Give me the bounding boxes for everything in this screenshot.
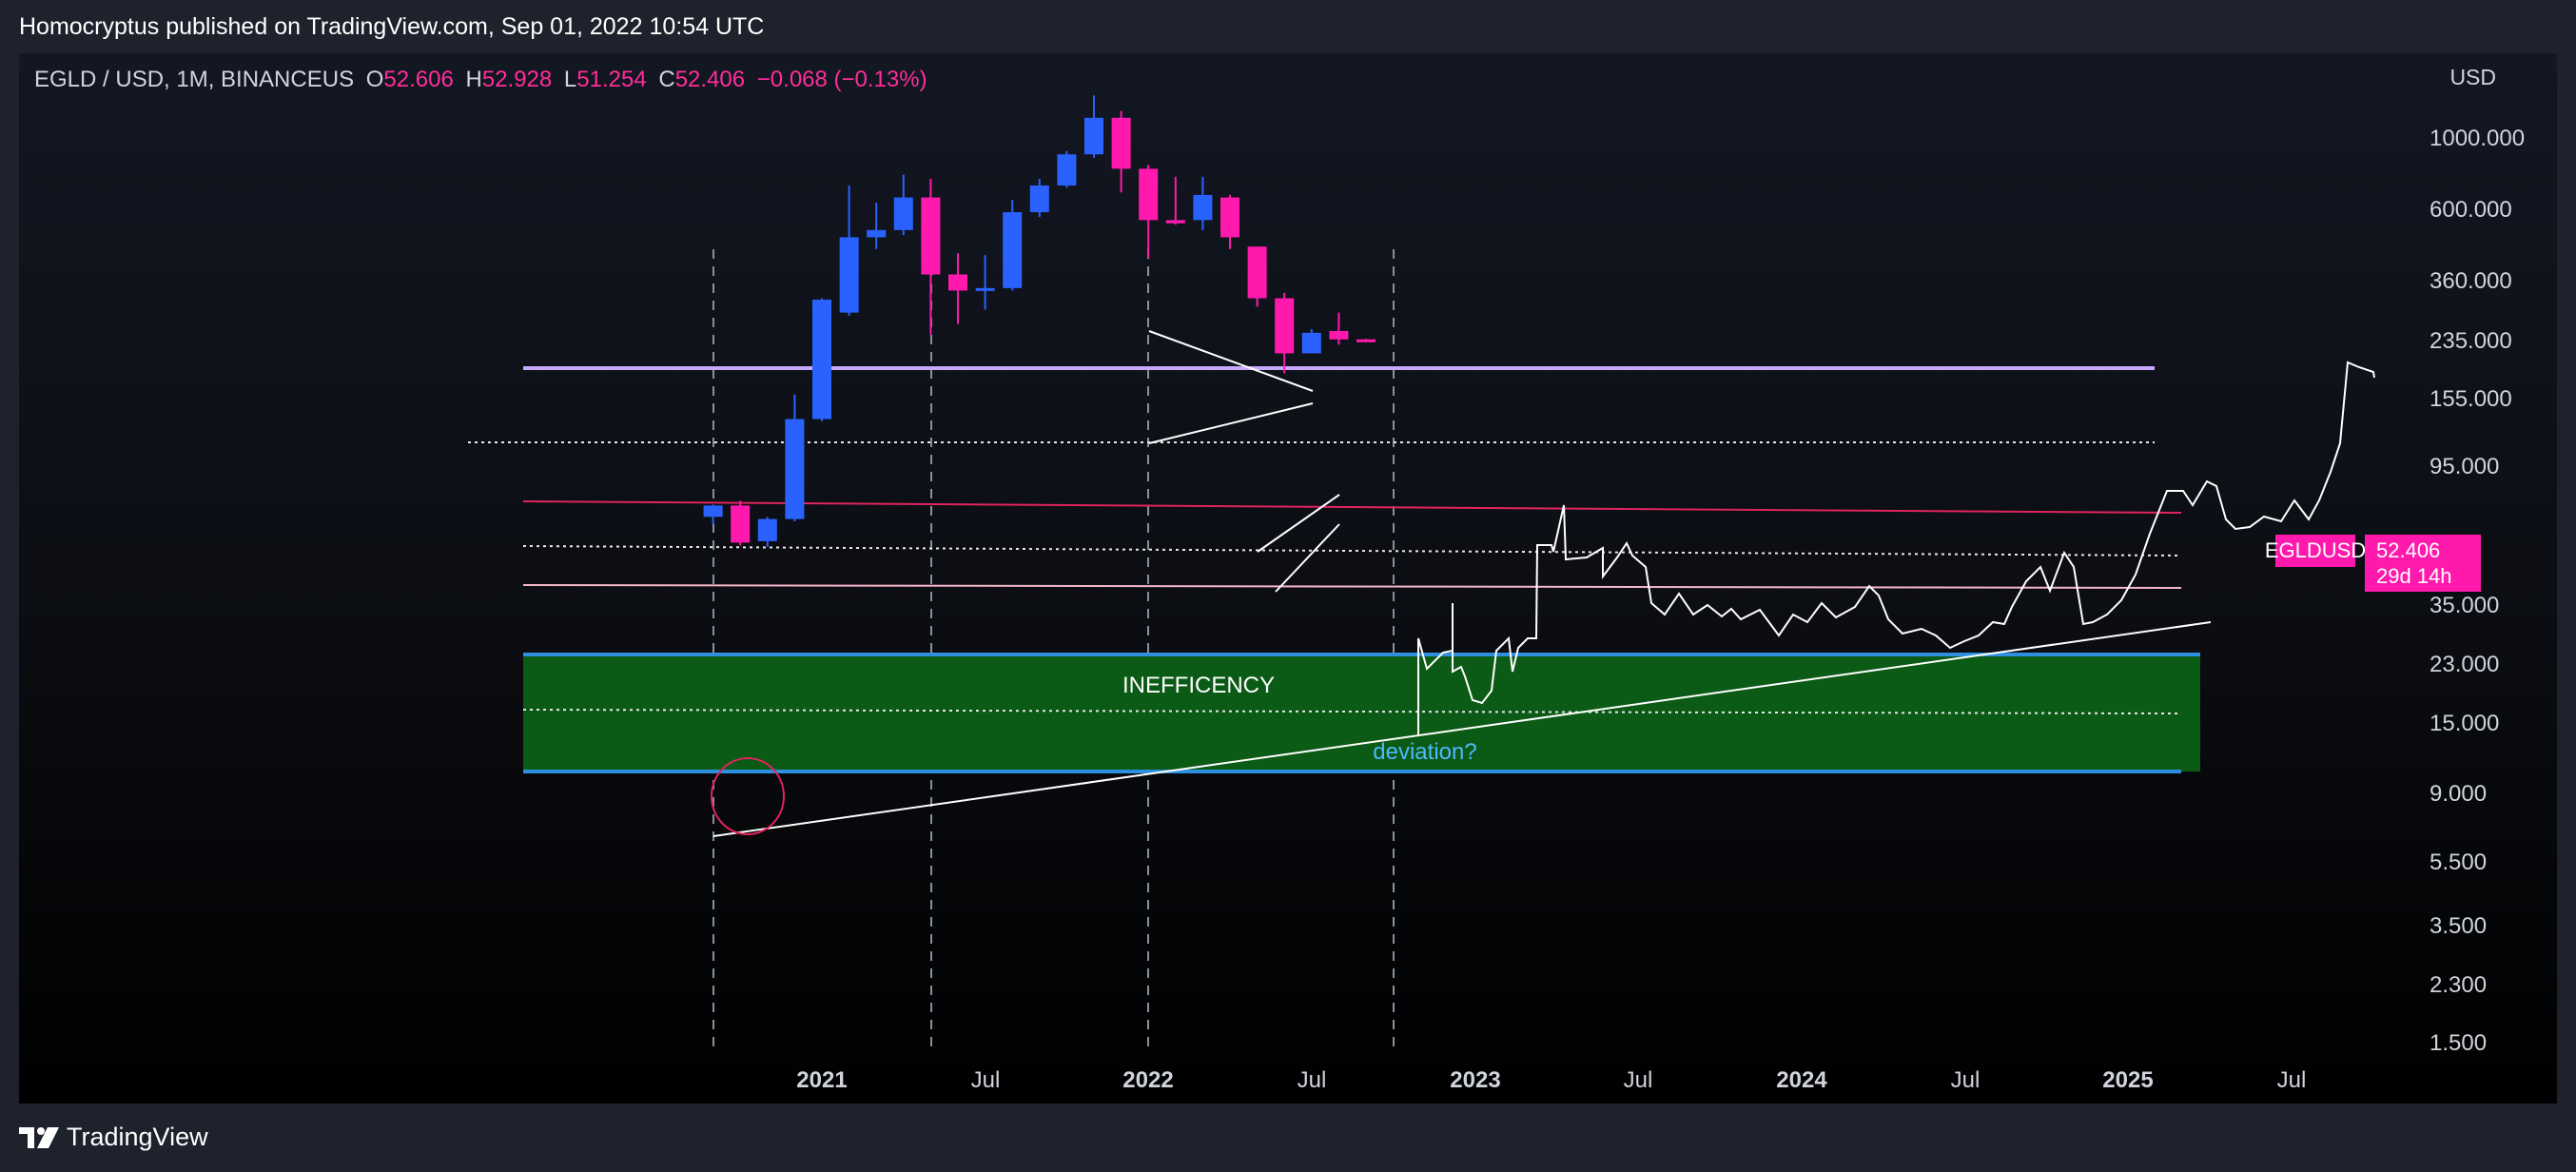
- candle-body: [1111, 117, 1131, 169]
- ticker-badge: [2275, 535, 2355, 567]
- inefficiency-label: INEFFICENCY: [1122, 673, 1275, 698]
- candle-body: [975, 287, 995, 291]
- red-level: [522, 500, 2182, 514]
- candle-body: [1029, 185, 1049, 213]
- candle-body: [1247, 246, 1267, 299]
- high-value: 52.928: [481, 67, 553, 92]
- y-tick: 23.000: [2430, 652, 2499, 677]
- tradingview-logo-icon: [19, 1126, 59, 1148]
- candles-group: [703, 95, 1376, 547]
- x-tick: 2024: [1776, 1067, 1827, 1093]
- candle-body: [1220, 197, 1239, 238]
- x-tick: 2021: [796, 1067, 847, 1093]
- y-tick: 1.500: [2430, 1030, 2487, 1056]
- y-tick: 1000.000: [2430, 126, 2525, 151]
- candle-body: [1275, 298, 1295, 354]
- candle-body: [1003, 212, 1023, 288]
- candle-body: [757, 518, 777, 541]
- chart-panel[interactable]: INEFFICENCY deviation? EGLDUSD 52.406 29…: [19, 53, 2557, 1104]
- x-tick: 2023: [1450, 1067, 1500, 1093]
- x-tick: Jul: [1624, 1067, 1653, 1093]
- candle-body: [1165, 220, 1185, 224]
- header-bar: Homocryptus published on TradingView.com…: [0, 0, 2576, 53]
- open-label: O: [365, 67, 384, 92]
- symbol-info: EGLD / USD, 1M, BINANCEUS O52.606 H52.92…: [34, 67, 927, 93]
- y-tick: 95.000: [2430, 454, 2499, 479]
- y-tick: 2.300: [2430, 972, 2487, 998]
- currency-label[interactable]: USD: [2449, 65, 2496, 89]
- candle-body: [731, 505, 751, 543]
- y-tick: 155.000: [2430, 386, 2512, 412]
- inefficiency-zone: [523, 654, 2200, 772]
- candle-body: [893, 197, 913, 230]
- price-badge-price: 52.406: [2376, 538, 2440, 562]
- tradingview-logo[interactable]: TradingView: [19, 1123, 208, 1152]
- open-value: 52.606: [383, 67, 454, 92]
- x-tick: Jul: [971, 1067, 1001, 1093]
- x-tick: 2022: [1122, 1067, 1173, 1093]
- x-tick: Jul: [2277, 1067, 2307, 1093]
- dotted-level: [522, 545, 2182, 557]
- candle-body: [1329, 330, 1349, 340]
- x-tick: 2025: [2102, 1067, 2153, 1093]
- ticker-badge-text: EGLDUSD: [2265, 538, 2366, 562]
- y-tick: 235.000: [2430, 328, 2512, 354]
- candle-body: [1301, 332, 1321, 354]
- y-tick: 35.000: [2430, 593, 2499, 618]
- flag-lower: [1275, 523, 1340, 593]
- triangle-lower: [1148, 402, 1314, 444]
- triangle-upper: [1148, 330, 1314, 392]
- candle-body: [839, 237, 859, 313]
- x-tick: Jul: [1298, 1067, 1327, 1093]
- close-label: C: [658, 67, 675, 92]
- candle-body: [867, 229, 887, 238]
- low-label: L: [563, 67, 577, 92]
- low-value: 51.254: [576, 67, 647, 92]
- y-tick: 15.000: [2430, 711, 2499, 736]
- candle-body: [785, 419, 805, 519]
- chart-canvas[interactable]: INEFFICENCY deviation? EGLDUSD 52.406 29…: [19, 53, 2557, 1104]
- footer-bar: [0, 1104, 2576, 1172]
- y-tick: 5.500: [2430, 850, 2487, 875]
- y-tick: 360.000: [2430, 268, 2512, 294]
- candle-body: [1356, 339, 1376, 342]
- price-badge: [2365, 535, 2481, 592]
- flag-upper: [1257, 494, 1340, 553]
- close-value: 52.406: [674, 67, 746, 92]
- candle-body: [1084, 117, 1103, 155]
- y-tick: 9.000: [2430, 781, 2487, 807]
- price-badge-countdown: 29d 14h: [2376, 564, 2452, 588]
- candle-body: [1057, 154, 1077, 186]
- candle-body: [1139, 168, 1159, 221]
- x-tick: Jul: [1951, 1067, 1981, 1093]
- bottom-circle: [711, 757, 785, 835]
- high-label: H: [465, 67, 482, 92]
- change-value: −0.068 (−0.13%): [756, 67, 927, 92]
- candle-body: [703, 505, 723, 518]
- y-tick: 600.000: [2430, 197, 2512, 223]
- candle-body: [812, 299, 831, 420]
- candle-body: [948, 274, 967, 291]
- tradingview-logo-text: TradingView: [67, 1123, 208, 1151]
- publish-info: Homocryptus published on TradingView.com…: [19, 13, 765, 40]
- pink-level: [522, 584, 2182, 589]
- symbol-name: EGLD / USD, 1M, BINANCEUS: [34, 67, 355, 92]
- candle-body: [921, 197, 941, 275]
- trendline: [712, 621, 2212, 837]
- y-tick: 3.500: [2430, 913, 2487, 939]
- projection-path: [1417, 361, 2375, 736]
- candle-body: [1193, 194, 1213, 221]
- deviation-label: deviation?: [1373, 739, 1476, 765]
